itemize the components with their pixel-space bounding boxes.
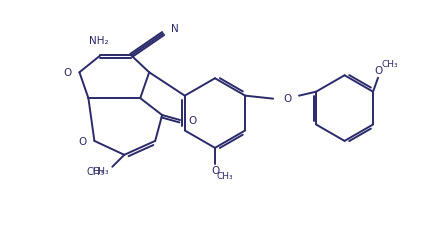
Text: O: O <box>63 68 71 78</box>
Text: N: N <box>171 24 179 33</box>
Text: O: O <box>374 66 382 76</box>
Text: CH₃: CH₃ <box>216 172 233 181</box>
Text: CH₃: CH₃ <box>86 167 104 177</box>
Text: NH₂: NH₂ <box>89 36 108 46</box>
Text: O: O <box>188 116 196 126</box>
Text: O: O <box>78 137 87 147</box>
Text: O: O <box>283 94 291 104</box>
Text: O: O <box>212 166 220 176</box>
Text: CH₃: CH₃ <box>381 60 398 69</box>
Text: CH₃: CH₃ <box>93 167 109 176</box>
